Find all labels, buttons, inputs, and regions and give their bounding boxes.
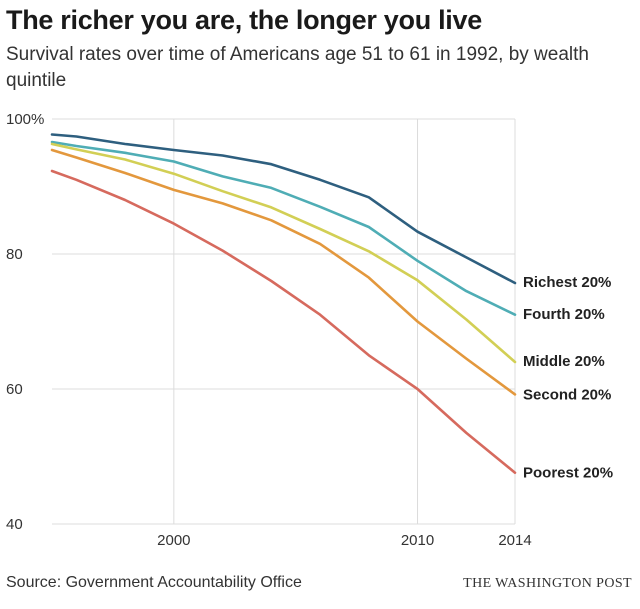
series-line <box>50 148 517 396</box>
publisher-credit: THE WASHINGTON POST <box>463 576 632 591</box>
x-tick-label: 2010 <box>401 532 434 549</box>
y-tick-label: 100% <box>6 111 44 128</box>
series-label: Richest 20% <box>523 274 611 291</box>
grid <box>52 118 516 525</box>
series-label: Middle 20% <box>523 353 605 370</box>
x-tick-label: 2000 <box>157 532 190 549</box>
chart-title: The richer you are, the longer you live <box>6 5 482 35</box>
series-label: Poorest 20% <box>523 465 613 482</box>
series-line <box>50 140 517 316</box>
y-tick-label: 80 <box>6 246 23 263</box>
source-note: Source: Government Accountability Office <box>6 574 302 591</box>
y-tick-label: 60 <box>6 381 23 398</box>
series-label: Fourth 20% <box>523 306 605 323</box>
x-tick-label: 2014 <box>498 532 531 549</box>
series-line <box>50 142 517 364</box>
series-line <box>50 133 517 285</box>
series-label: Second 20% <box>523 386 611 403</box>
series-labels: Richest 20% Fourth 20% Middle 20% Second 20… <box>523 274 613 482</box>
series-line <box>50 169 517 475</box>
axis-labels: 100% 80 60 40 2000 2010 2014 <box>6 111 532 549</box>
y-tick-label: 40 <box>6 516 23 533</box>
series-lines <box>50 133 517 475</box>
chart-subtitle: Survival rates over time of Americans ag… <box>6 44 589 91</box>
line-chart: 100% 80 60 40 2000 2010 2014 Richest 20% Fourth… <box>6 111 613 549</box>
